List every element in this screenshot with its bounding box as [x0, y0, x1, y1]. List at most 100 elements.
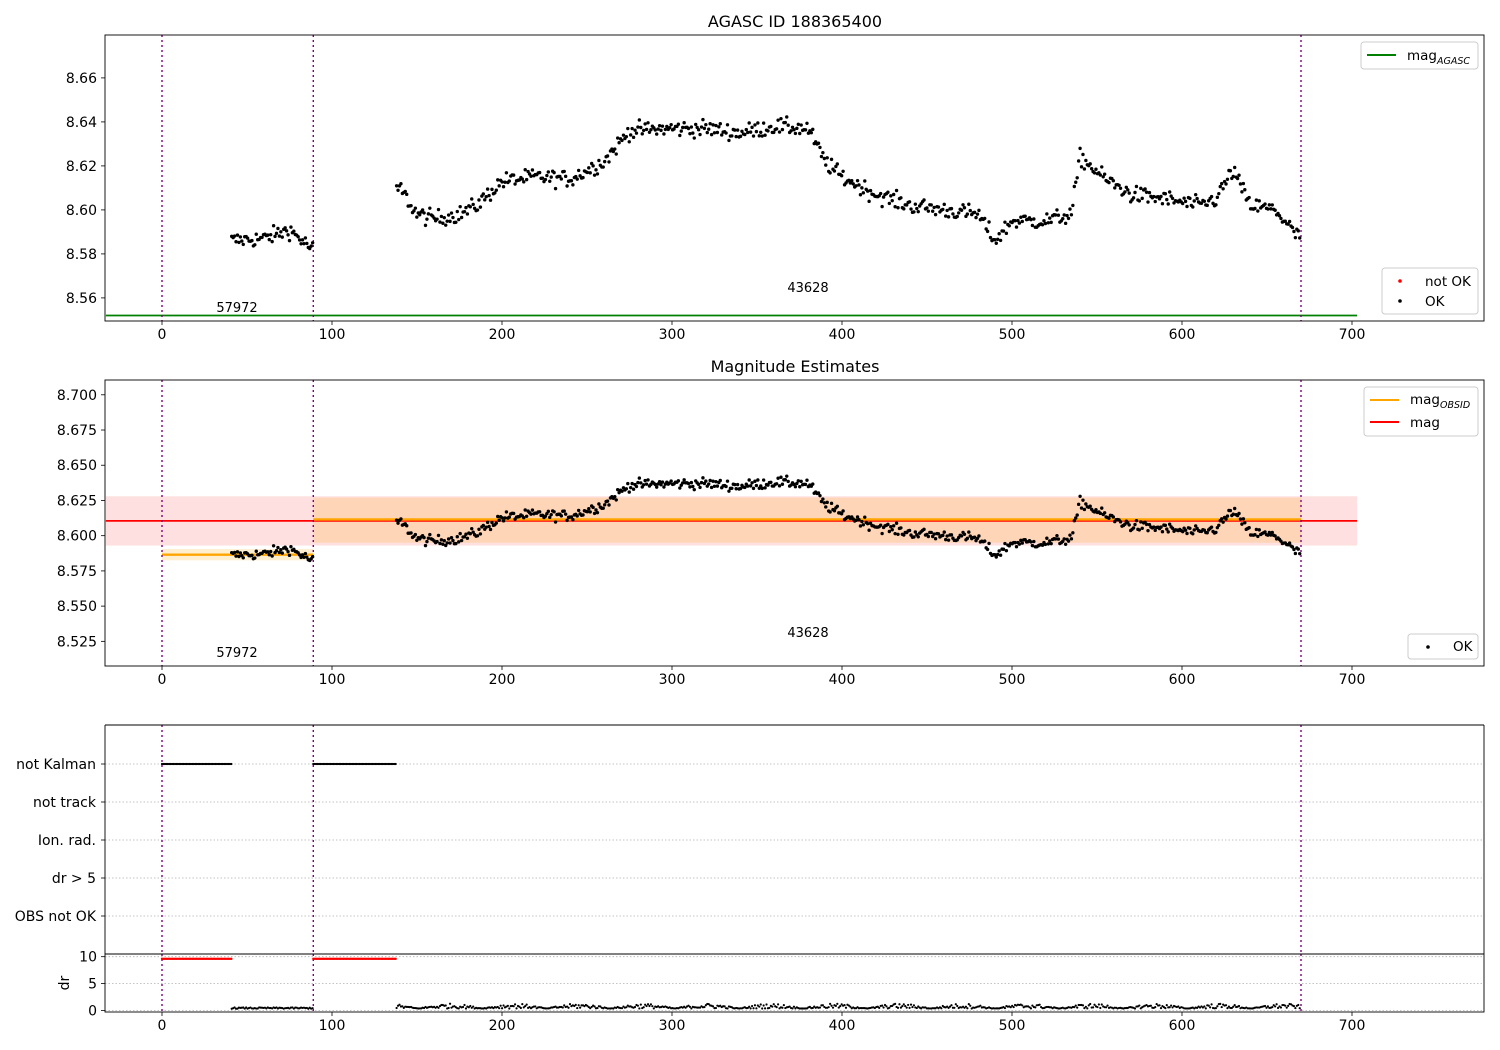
dr-point	[1271, 1006, 1274, 1009]
dr-point	[1287, 1004, 1290, 1007]
ok-point	[753, 123, 757, 127]
panel3-background	[105, 725, 1484, 954]
ok-point	[1253, 206, 1257, 211]
ok-point	[1277, 214, 1282, 218]
dr-point	[645, 1004, 648, 1008]
ok-point	[1046, 542, 1050, 546]
dr-point	[1154, 1006, 1157, 1009]
ok-point	[1238, 182, 1243, 186]
ok-point	[442, 538, 446, 543]
ok-point	[779, 116, 783, 121]
ok-point	[1266, 533, 1270, 537]
ok-point	[776, 118, 780, 122]
dr-flagged-point	[230, 957, 233, 961]
ok-point	[907, 200, 912, 204]
ok-point	[988, 235, 993, 240]
ok-point	[691, 484, 695, 489]
dr-point	[1093, 1003, 1096, 1006]
ok-point	[925, 206, 929, 210]
ok-point	[630, 481, 634, 486]
ok-point	[748, 130, 753, 134]
ok-point	[1192, 528, 1196, 532]
ok-point	[1043, 542, 1048, 547]
ok-point	[1019, 538, 1023, 543]
ok-point	[1160, 202, 1165, 206]
dr-point	[1203, 1005, 1206, 1008]
ok-point	[655, 485, 659, 489]
ok-point	[1072, 184, 1077, 189]
dr-point	[698, 1006, 702, 1009]
ok-point	[909, 207, 913, 211]
ok-point	[786, 479, 790, 484]
ok-point	[1013, 219, 1017, 223]
ok-point	[241, 242, 245, 247]
dr-point	[1209, 1006, 1212, 1009]
ok-point	[1185, 531, 1189, 536]
ok-point	[588, 510, 592, 514]
ok-point	[858, 524, 863, 528]
ok-point	[562, 509, 566, 513]
ok-point	[1001, 229, 1006, 233]
panel1-legend-bottom	[1381, 267, 1479, 315]
ok-point	[708, 122, 712, 126]
ok-point	[626, 126, 630, 131]
ok-point	[574, 174, 578, 179]
ok-point	[819, 154, 824, 159]
ok-point	[633, 128, 637, 132]
ok-point	[569, 515, 574, 519]
ok-point	[962, 206, 967, 210]
ok-point	[704, 122, 708, 127]
ok-point	[985, 229, 990, 234]
ok-point	[996, 237, 1000, 241]
dr-point	[758, 1005, 761, 1008]
dr-point	[1003, 1006, 1007, 1010]
ok-point	[496, 178, 500, 182]
ok-point	[500, 180, 504, 184]
ok-point	[1163, 523, 1168, 528]
ok-point	[585, 510, 590, 514]
ok-point	[727, 489, 731, 493]
dr-panel: dr 0 100 200 300 400 500 600 700 0 5 10	[57, 950, 1485, 1034]
ok-point	[1298, 551, 1302, 556]
panel4-xtick-label: 500	[999, 1018, 1026, 1034]
ok-point	[957, 211, 961, 215]
ok-point	[672, 127, 676, 131]
ok-point	[987, 220, 991, 224]
ok-point	[929, 203, 933, 207]
ok-point	[653, 128, 657, 132]
ok-point	[517, 178, 522, 182]
ok-point	[1219, 181, 1224, 186]
ok-point	[1146, 200, 1150, 204]
ok-point	[511, 173, 516, 177]
ok-point	[750, 481, 754, 485]
ok-point	[705, 130, 709, 135]
ok-point	[1102, 511, 1107, 515]
dr-point	[912, 1004, 916, 1007]
ok-point	[1253, 533, 1257, 537]
ok-point	[809, 130, 814, 135]
panel2-ok-points	[230, 474, 1302, 563]
ok-point	[646, 478, 650, 482]
ok-point	[464, 205, 468, 210]
legend-label-ok: OK	[1453, 639, 1474, 655]
ok-point	[1137, 199, 1142, 203]
ok-point	[503, 516, 507, 520]
ok-point	[299, 242, 303, 246]
ok-point	[857, 183, 861, 187]
dr-point	[1294, 1006, 1297, 1010]
ok-point	[1273, 208, 1277, 212]
ok-point	[415, 538, 419, 542]
ok-point	[576, 508, 581, 513]
ok-point	[863, 515, 867, 519]
ok-point	[1089, 167, 1094, 171]
ok-point	[1020, 541, 1024, 545]
ok-point	[592, 511, 597, 516]
ok-point	[425, 539, 429, 544]
flag-label: not Kalman	[16, 757, 96, 773]
ok-point	[766, 129, 770, 133]
ok-point	[878, 191, 883, 196]
ok-point	[634, 131, 639, 135]
panel2-ytick-label: 8.575	[57, 564, 97, 580]
ok-point	[796, 479, 801, 483]
ok-point	[305, 555, 309, 559]
